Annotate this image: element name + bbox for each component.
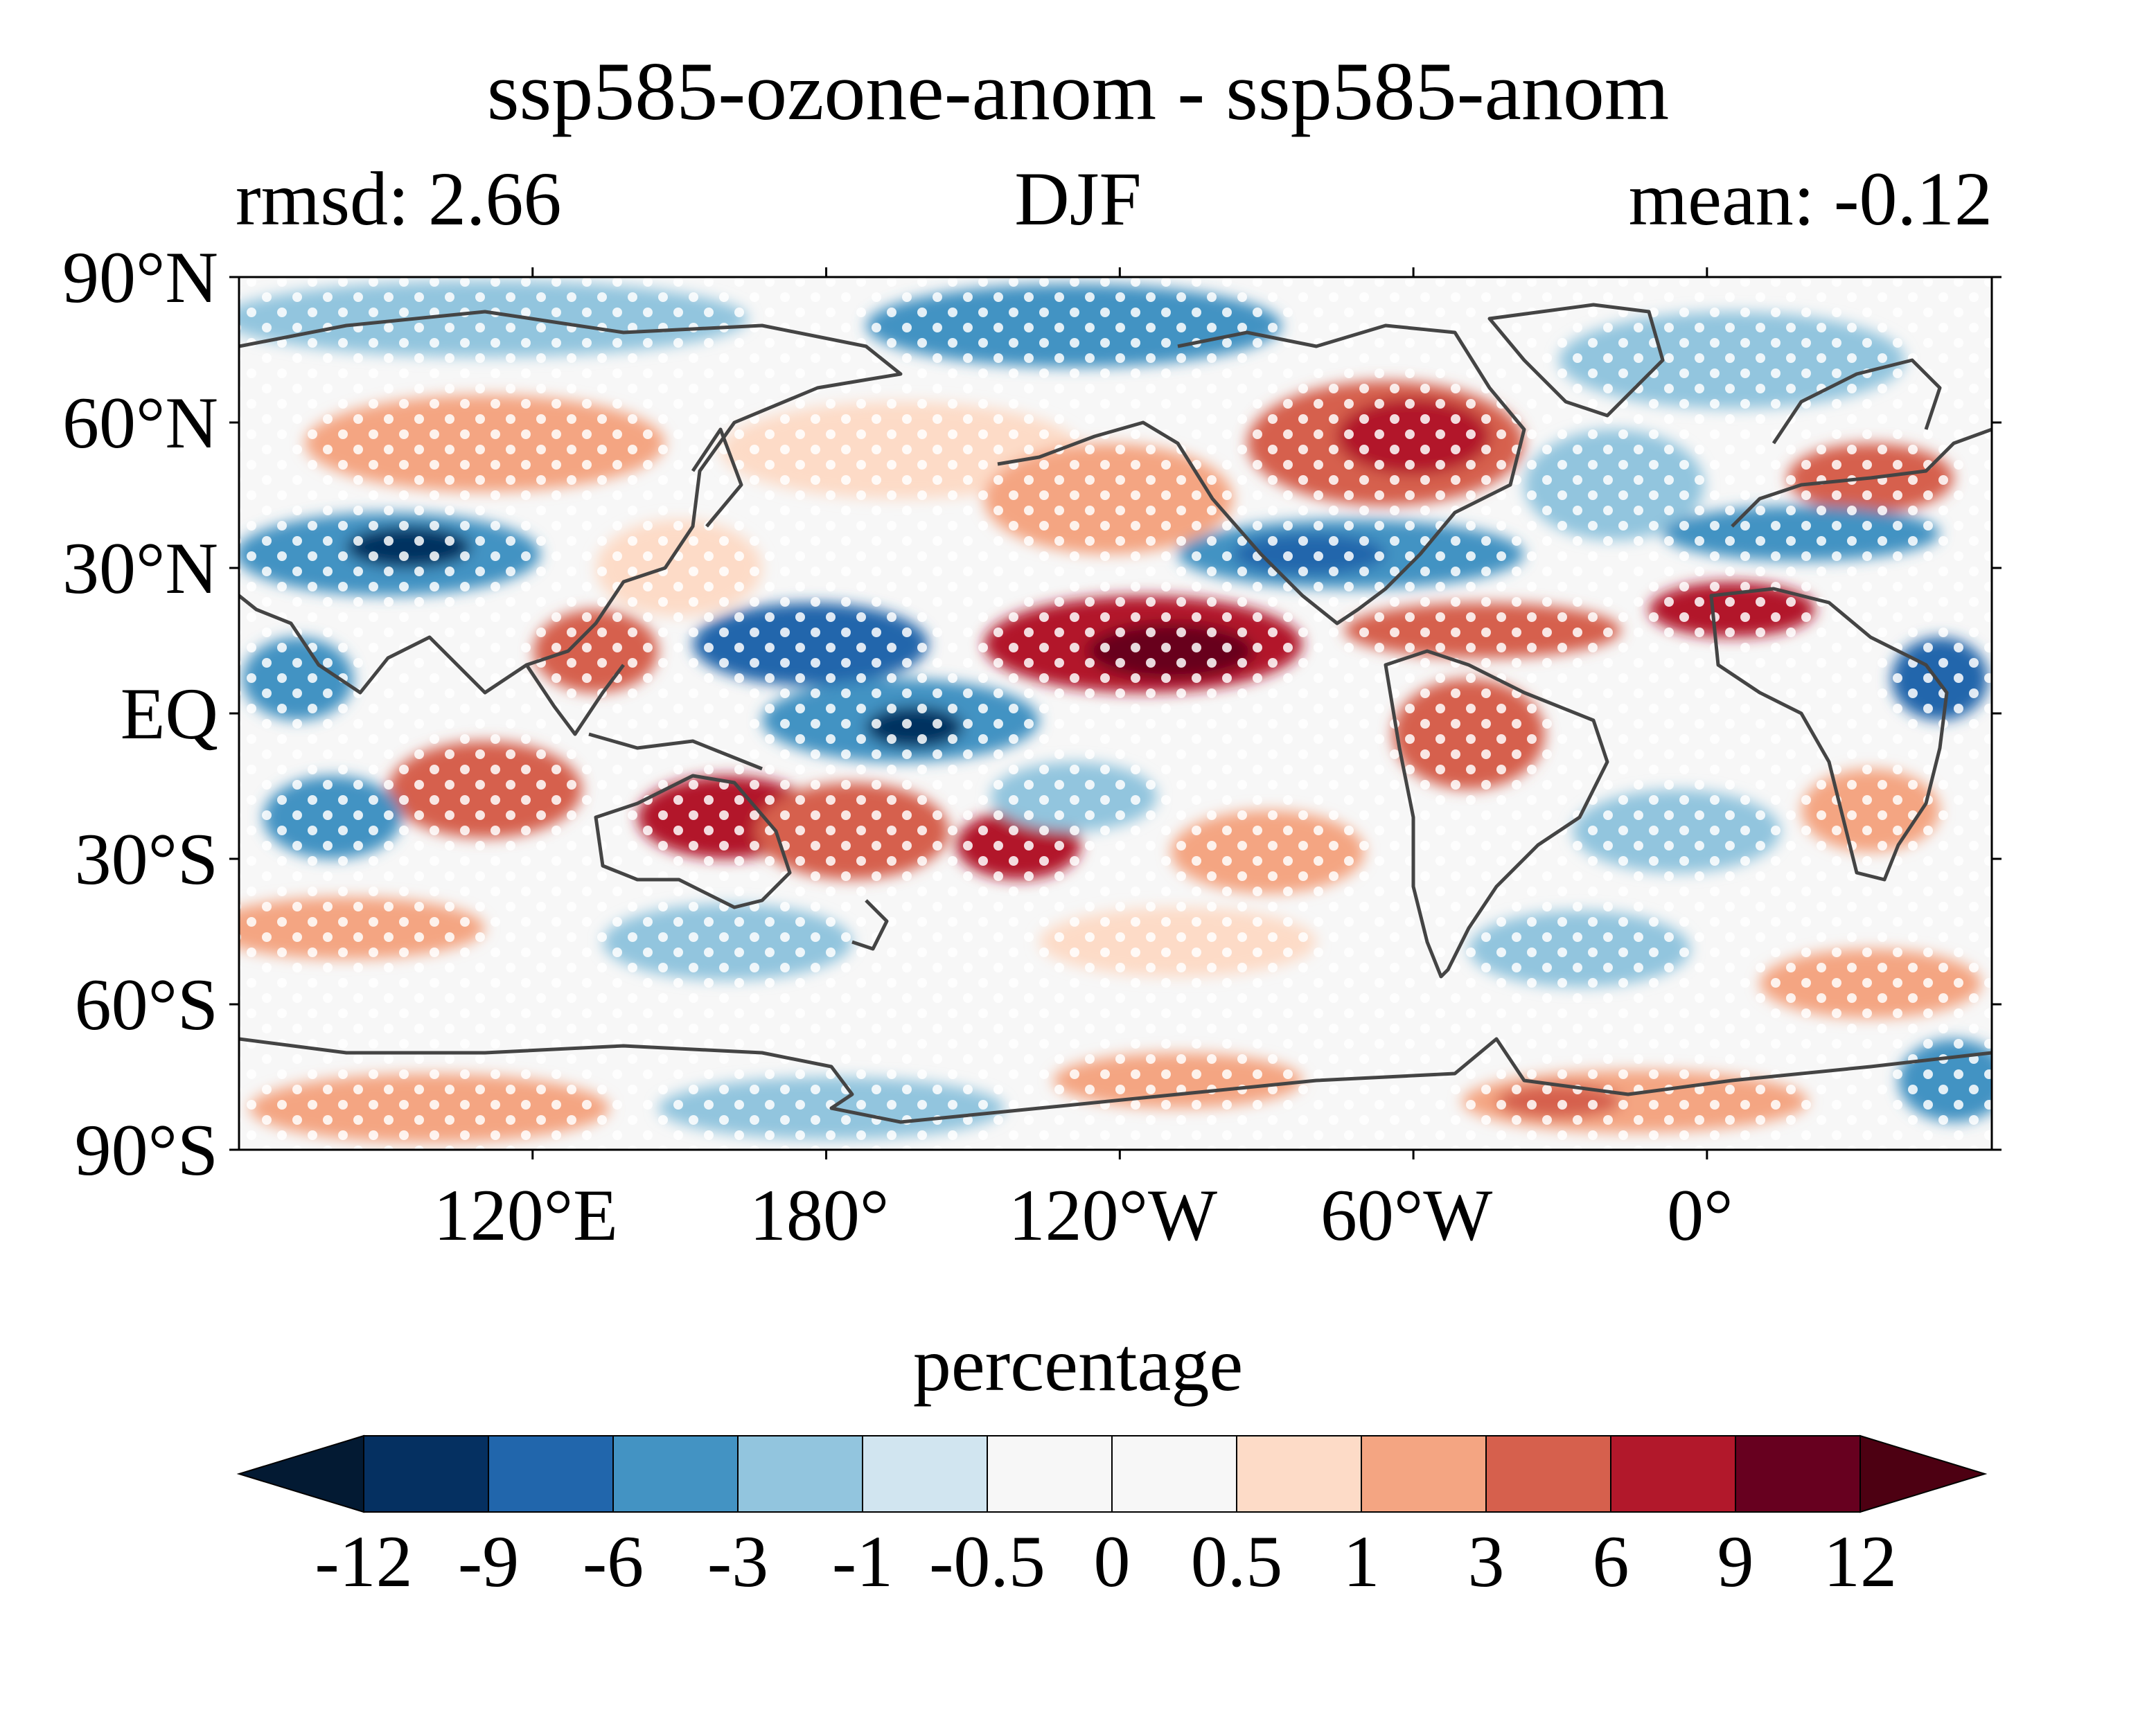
- colorbar-over-extension: [1859, 1434, 1988, 1513]
- lon-tick-label: 180°: [750, 1175, 889, 1256]
- colorbar-segment: [862, 1435, 988, 1513]
- lon-axis-labels: 120°E 180° 120°W 60°W 0°: [434, 1175, 1733, 1256]
- map-title: ssp585-ozone-anom - ssp585-anom: [486, 45, 1670, 137]
- rmsd-label: rmsd: 2.66: [236, 157, 562, 241]
- colorbar-segment: [612, 1435, 739, 1513]
- lat-tick-label: 30°N: [62, 528, 218, 609]
- coastline-japan: [691, 427, 743, 528]
- colorbar-under-extension: [236, 1434, 364, 1513]
- colorbar-tick-label: 0.5: [1191, 1521, 1283, 1602]
- colorbar-tick-label: -9: [458, 1521, 519, 1602]
- axis-ticks: [229, 267, 2002, 1159]
- coastline-eurasia: [239, 310, 903, 695]
- colorbar-segment: [1735, 1435, 1861, 1513]
- colorbar-tick-label: 3: [1468, 1521, 1505, 1602]
- colorbar-tick-label: -0.5: [929, 1521, 1045, 1602]
- colorbar-tick-label: 1: [1343, 1521, 1380, 1602]
- colorbar-tick-label: 9: [1717, 1521, 1754, 1602]
- colorbar-tick-label: -12: [315, 1521, 412, 1602]
- lat-tick-label: 90°S: [75, 1110, 218, 1191]
- colorbar-tick-label: 0: [1094, 1521, 1131, 1602]
- colorbar-segment: [1236, 1435, 1362, 1513]
- colorbar-segment: [1610, 1435, 1736, 1513]
- colorbar-segment: [363, 1435, 489, 1513]
- coastline-maritime: [588, 732, 763, 771]
- coastline-scandinavia: [1771, 358, 1942, 445]
- lat-tick-label: 60°S: [75, 964, 218, 1045]
- coastline-africa: [1709, 587, 1949, 882]
- lon-tick-label: 120°W: [1009, 1175, 1217, 1256]
- coastline-australia: [594, 774, 792, 909]
- colorbar-segment: [1111, 1435, 1237, 1513]
- season-label: DJF: [1014, 157, 1142, 241]
- significance-stipple: [239, 277, 1992, 1150]
- coastline-north-america: [997, 323, 1526, 625]
- colorbar: -12 -9 -6 -3 -1 -0.5 0 0.5 1 3 6 9 12: [236, 1434, 1988, 1602]
- colorbar-segment: [1361, 1435, 1487, 1513]
- lat-tick-label: 60°N: [62, 382, 218, 463]
- coastline-europe: [1731, 427, 1992, 528]
- coastline-antarctica: [239, 1037, 1992, 1124]
- mean-label: mean: -0.12: [1628, 157, 1992, 241]
- colorbar-segment: [1485, 1435, 1611, 1513]
- coastline-greenland: [1487, 303, 1665, 418]
- lat-tick-label: 30°S: [75, 819, 218, 900]
- lat-axis-labels: 90°N 60°N 30°N EQ 30°S 60°S 90°S: [62, 237, 218, 1191]
- lat-tick-label: EQ: [121, 673, 218, 754]
- colorbar-tick-label: -1: [832, 1521, 893, 1602]
- colorbar-tick-label: 6: [1593, 1521, 1629, 1602]
- colorbar-segment: [488, 1435, 614, 1513]
- lon-tick-label: 0°: [1667, 1175, 1733, 1256]
- colorbar-tick-label: -6: [583, 1521, 644, 1602]
- coastlines: [239, 303, 1992, 1124]
- colorbar-segment: [987, 1435, 1113, 1513]
- colorbar-title: percentage: [912, 1322, 1244, 1407]
- coastline-new-zealand: [851, 899, 889, 951]
- colorbar-tick-label: -3: [707, 1521, 768, 1602]
- lon-tick-label: 120°E: [434, 1175, 618, 1256]
- coastline-indochina: [524, 664, 625, 736]
- lon-tick-label: 60°W: [1320, 1175, 1492, 1256]
- colorbar-tick-label: 12: [1823, 1521, 1897, 1602]
- coastline-south-america: [1384, 649, 1609, 979]
- map-panel: [239, 277, 1992, 1150]
- colorbar-segment: [737, 1435, 863, 1513]
- lat-tick-label: 90°N: [62, 237, 218, 318]
